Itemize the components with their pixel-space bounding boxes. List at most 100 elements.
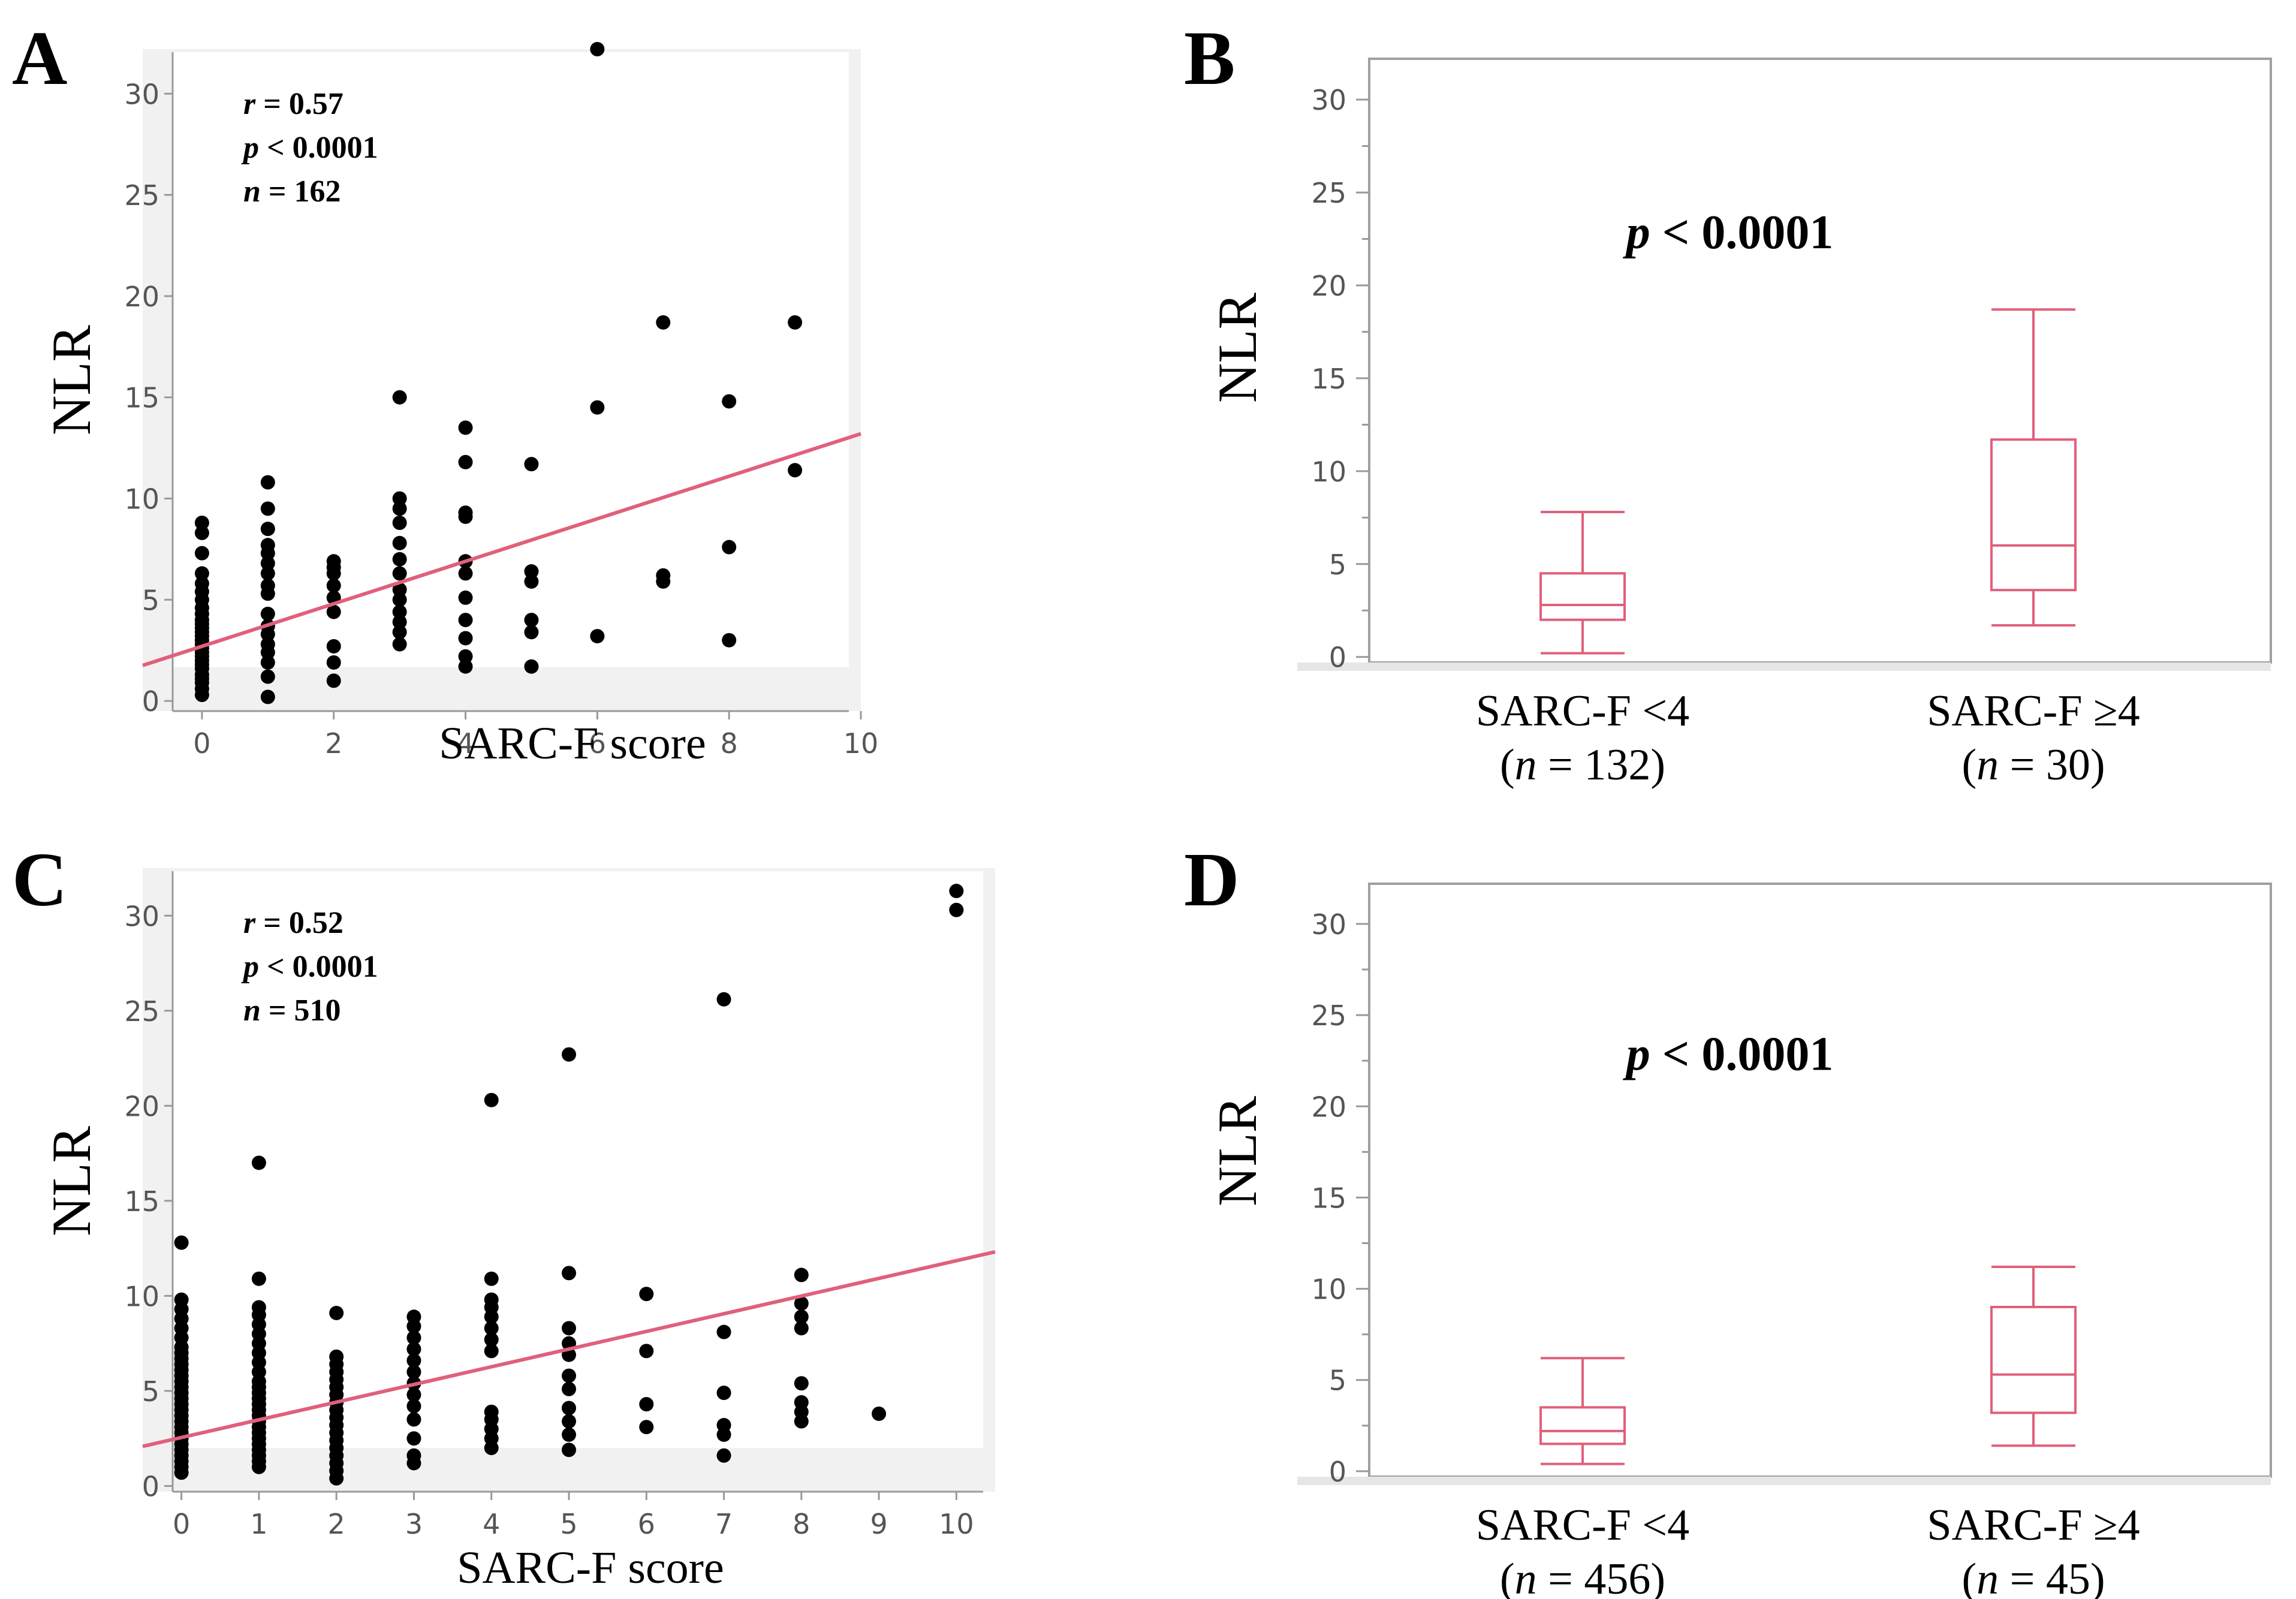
data-point — [722, 540, 737, 555]
data-point — [392, 582, 407, 597]
stat-p-symbol: p — [241, 131, 259, 165]
data-point — [260, 538, 275, 553]
data-point — [260, 669, 275, 684]
data-point — [872, 1407, 887, 1421]
x-tick-label: 10 — [939, 1508, 974, 1540]
data-point — [392, 390, 407, 405]
data-point — [458, 454, 473, 469]
y-tick-label: 25 — [124, 179, 159, 212]
plot-area — [173, 52, 849, 667]
x-axis-label: SARC-F score — [457, 1543, 724, 1593]
axes: 0 5 10 15 20 25 30 — [1297, 58, 2272, 674]
y-axis-label: NLR — [1207, 1095, 1268, 1206]
scatter-points — [174, 884, 964, 1486]
data-point — [406, 1399, 421, 1414]
iqr-box — [1539, 1406, 1626, 1446]
box-2: SARC-F ≥4 (n = 45) — [1927, 1266, 2140, 1599]
x-tick-label: 4 — [483, 1508, 500, 1540]
stat-n-value: = 510 — [261, 993, 341, 1028]
y-axis-label: NLR — [1207, 292, 1268, 403]
data-point — [406, 1353, 421, 1368]
data-point — [251, 1155, 266, 1170]
data-point — [458, 649, 473, 664]
x-tick-label: 2 — [328, 1508, 345, 1540]
data-point — [524, 564, 539, 579]
data-point — [524, 625, 539, 640]
iqr-box — [1539, 572, 1626, 621]
stat-n: n = 510 — [243, 993, 341, 1028]
box-1: SARC-F <4 (n = 456) — [1476, 1357, 1689, 1599]
data-point — [722, 394, 737, 409]
data-point — [174, 1292, 189, 1307]
y-tick-label: 10 — [124, 1280, 159, 1312]
x-tick-label: 8 — [793, 1508, 810, 1540]
data-point — [562, 1321, 576, 1336]
data-point — [562, 1427, 576, 1442]
category-n-value: = 45) — [1999, 1555, 2105, 1599]
stat-n-value: = 162 — [261, 174, 341, 209]
x-tick-label: 6 — [589, 727, 606, 760]
y-tick-label: 25 — [124, 995, 159, 1028]
x-axis-label: SARC-F score — [439, 718, 706, 769]
y-tick-label: 20 — [1311, 1091, 1346, 1123]
data-point — [326, 655, 341, 670]
data-point — [194, 566, 209, 581]
data-point — [656, 568, 671, 583]
data-point — [392, 637, 407, 652]
category-label: SARC-F <4 — [1476, 1501, 1689, 1550]
data-point — [590, 400, 605, 415]
stat-r-symbol: r — [243, 87, 256, 121]
data-point — [639, 1420, 654, 1435]
y-tick-label: 15 — [1311, 1182, 1346, 1214]
p-symbol: p — [1623, 1028, 1650, 1080]
p-value-annotation: p < 0.0001 — [1623, 206, 1834, 259]
box-2: SARC-F ≥4(n = 30) — [1927, 308, 2140, 790]
data-point — [392, 535, 407, 550]
data-point — [716, 1386, 731, 1401]
data-point — [392, 604, 407, 619]
data-point — [329, 1305, 344, 1320]
scatter-points — [194, 42, 803, 704]
data-point — [194, 516, 209, 531]
panel-label: C — [12, 837, 67, 922]
stat-r: r = 0.52 — [243, 906, 344, 940]
data-point — [326, 554, 341, 569]
data-point — [392, 615, 407, 630]
data-point — [639, 1287, 654, 1302]
regression-line — [142, 432, 861, 667]
y-axis-label: NLR — [41, 324, 102, 435]
data-point — [794, 1376, 809, 1391]
stat-r-value: = 0.57 — [255, 87, 344, 121]
data-point — [484, 1344, 499, 1359]
stat-n: n = 162 — [243, 174, 341, 209]
category-n: (n = 132) — [1500, 740, 1665, 790]
data-point — [562, 1414, 576, 1429]
category-label: SARC-F <4 — [1476, 686, 1689, 736]
y-tick-label: 0 — [142, 1470, 159, 1502]
x-tick-label: 1 — [250, 1508, 267, 1540]
data-point — [406, 1330, 421, 1345]
data-point — [458, 631, 473, 646]
data-point — [392, 566, 407, 581]
x-tick-label: 0 — [193, 727, 210, 760]
data-point — [562, 1443, 576, 1458]
y-tick-label: 25 — [1311, 999, 1346, 1032]
data-point — [484, 1292, 499, 1307]
category-n-symbol: n — [1515, 740, 1537, 790]
y-tick-label: 15 — [124, 1185, 159, 1218]
data-point — [484, 1404, 499, 1419]
data-point — [260, 655, 275, 670]
y-tick-label: 30 — [1311, 84, 1346, 116]
y-tick-label: 0 — [1329, 642, 1346, 674]
data-point — [251, 1271, 266, 1286]
plot-frame — [1368, 883, 2272, 1478]
data-point — [406, 1448, 421, 1463]
y-tick-label: 30 — [1311, 908, 1346, 941]
data-point — [392, 501, 407, 516]
y-tick-label: 30 — [124, 78, 159, 110]
data-point — [722, 633, 737, 648]
category-n-value: = 132) — [1537, 740, 1665, 790]
stat-r-symbol: r — [243, 906, 256, 940]
data-point — [260, 566, 275, 581]
